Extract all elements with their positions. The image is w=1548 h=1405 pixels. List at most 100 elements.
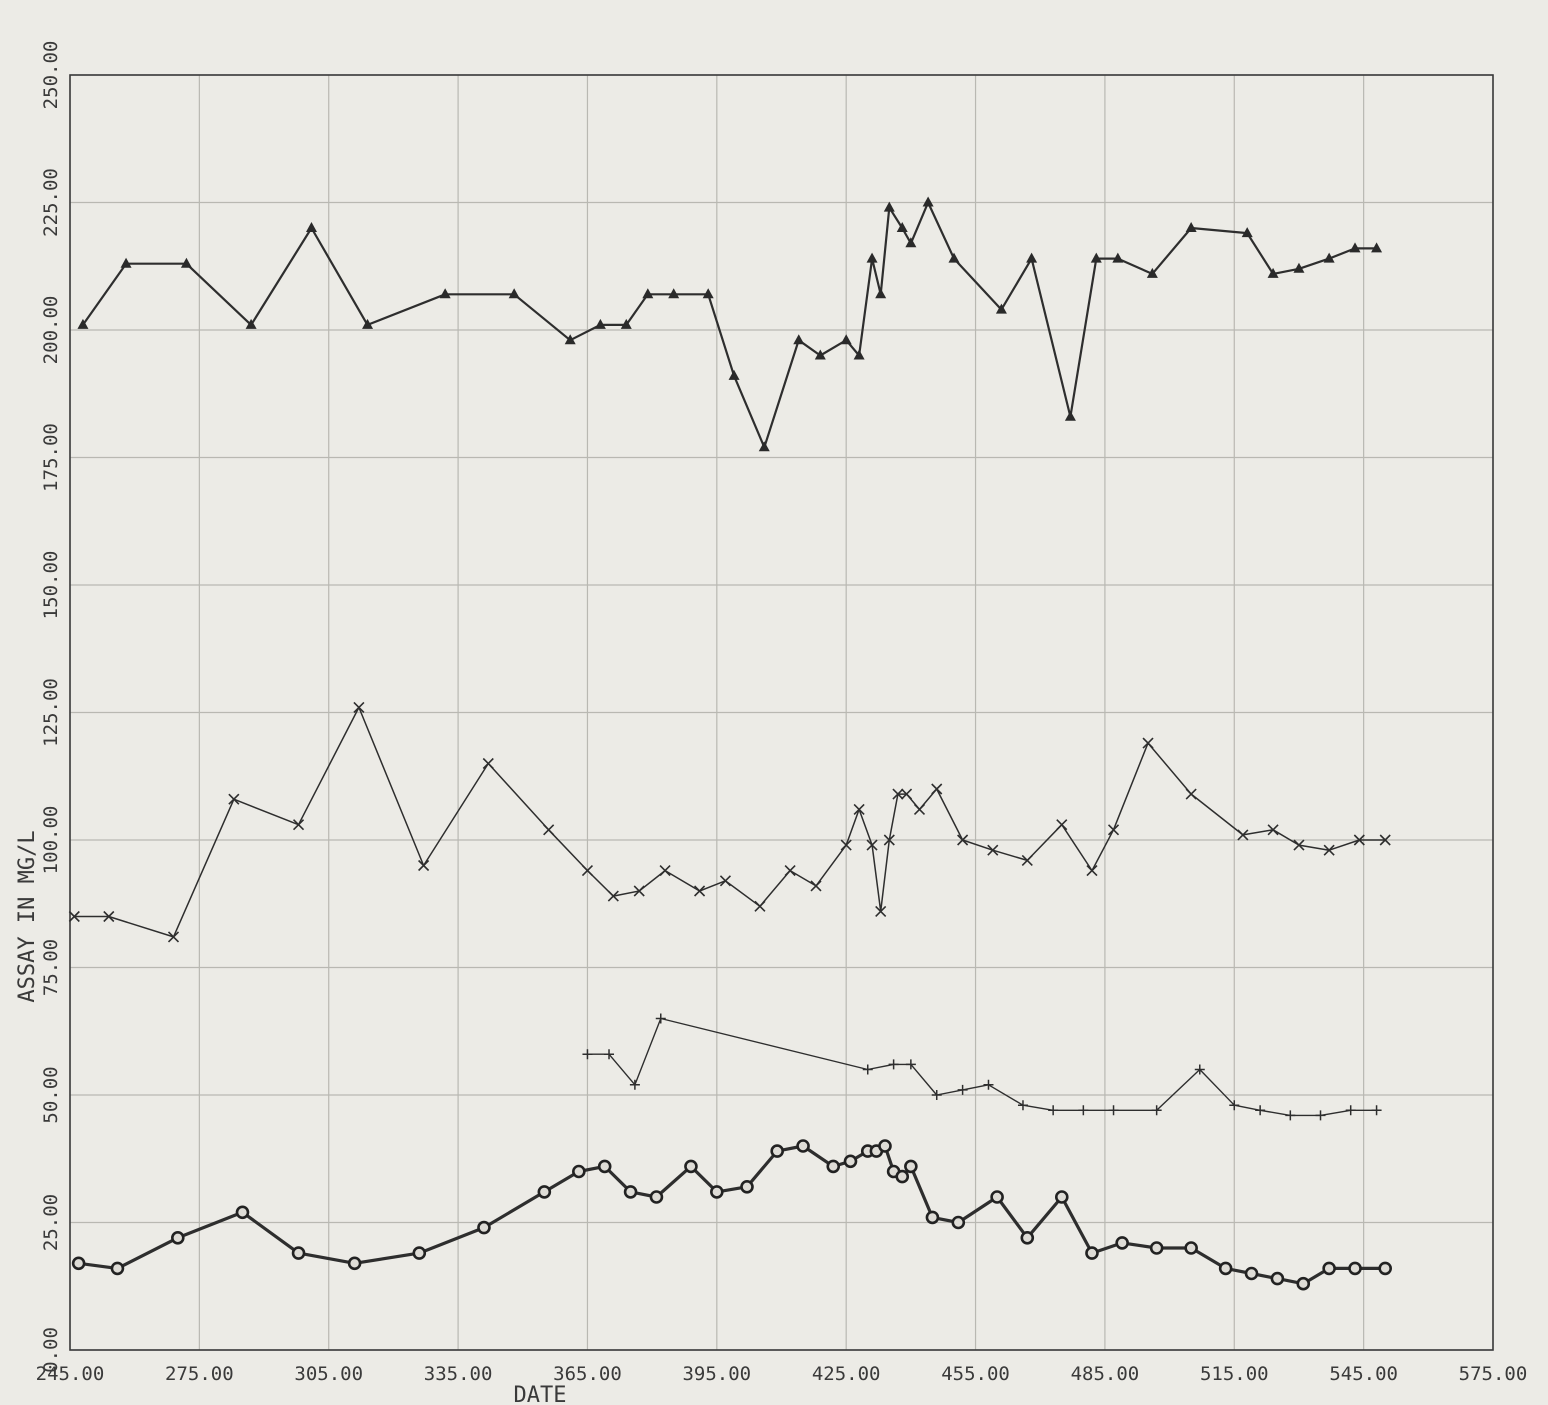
data-point-circle <box>1270 1271 1285 1286</box>
data-point-circle <box>171 1231 185 1245</box>
data-point-circle <box>412 1246 427 1260</box>
data-point-plus <box>1285 1110 1296 1121</box>
data-point-triangle <box>1371 242 1383 253</box>
data-point-circle <box>1378 1261 1392 1276</box>
data-point-x <box>1021 854 1033 866</box>
data-point-x <box>892 788 904 800</box>
data-point-triangle <box>995 303 1007 314</box>
x-tick-label: 395.00 <box>682 1363 751 1385</box>
data-point-plus <box>1048 1105 1059 1116</box>
x-tick-label: 425.00 <box>812 1363 881 1385</box>
data-point-circle <box>1296 1276 1311 1291</box>
data-point-x <box>784 865 796 877</box>
y-tick-label: 25.00 <box>40 1194 62 1251</box>
data-point-x <box>659 865 671 877</box>
data-point-triangle <box>180 257 192 268</box>
data-point-x <box>840 839 852 851</box>
data-point-triangle <box>245 318 257 329</box>
data-point-triangle <box>948 252 960 263</box>
data-point-x <box>913 803 926 815</box>
data-point-x <box>810 880 822 892</box>
data-point-triangle <box>866 252 878 263</box>
data-point-x <box>607 890 619 902</box>
y-tick-label: 175.00 <box>40 423 62 492</box>
x-tick-label: 455.00 <box>941 1363 1010 1385</box>
data-point-x <box>228 793 240 805</box>
data-point-triangle <box>1112 252 1124 263</box>
data-point-x <box>719 875 732 887</box>
data-point-triangle <box>853 349 865 360</box>
data-point-circle <box>1218 1261 1233 1276</box>
data-point-circle <box>1348 1261 1362 1276</box>
data-point-x <box>694 885 706 897</box>
plot-frame <box>69 74 1494 1351</box>
x-axis-title: DATE <box>514 1383 567 1405</box>
data-point-plus <box>1017 1100 1028 1111</box>
x-tick-label: 245.00 <box>36 1363 105 1385</box>
data-point-circle <box>1184 1241 1198 1255</box>
data-point-plus <box>1315 1110 1326 1121</box>
data-point-triangle <box>905 237 917 248</box>
data-point-circle <box>1085 1246 1099 1260</box>
data-point-plus <box>1078 1105 1089 1116</box>
data-point-triangle <box>840 334 852 345</box>
data-point-plus <box>931 1090 942 1100</box>
x-tick-label: 485.00 <box>1071 1363 1140 1385</box>
data-point-circle <box>770 1144 784 1158</box>
data-point-circle <box>110 1261 125 1276</box>
data-point-circle <box>623 1185 638 1199</box>
data-point-triangle <box>728 369 740 380</box>
data-point-triangle <box>1293 262 1305 273</box>
data-point-x <box>883 834 895 846</box>
data-point-triangle <box>702 288 714 299</box>
x-tick-label: 515.00 <box>1200 1363 1269 1385</box>
x-tick-label: 545.00 <box>1329 1363 1398 1385</box>
data-point-plus <box>1194 1064 1205 1075</box>
data-point-circle <box>990 1190 1004 1204</box>
data-point-triangle <box>793 334 805 345</box>
data-point-circle <box>235 1205 250 1220</box>
series-circle <box>71 1139 1392 1291</box>
data-point-x <box>1237 829 1249 841</box>
data-point-plus <box>1371 1105 1382 1116</box>
x-tick-label: 575.00 <box>1459 1363 1528 1385</box>
y-tick-label: 0.00 <box>40 1327 62 1373</box>
data-point-x <box>1379 834 1391 846</box>
data-point-circle <box>71 1256 86 1271</box>
data-point-triangle <box>875 288 887 299</box>
data-point-x <box>292 819 305 831</box>
data-point-plus <box>629 1079 640 1090</box>
data-point-circle <box>1054 1190 1069 1204</box>
data-point-x <box>866 839 878 851</box>
data-point-circle <box>1244 1266 1259 1281</box>
data-point-circle <box>895 1169 910 1184</box>
data-point-triangle <box>620 318 632 329</box>
data-point-triangle <box>564 334 576 345</box>
data-point-plus <box>604 1049 615 1060</box>
data-point-x <box>754 900 766 912</box>
y-tick-label: 250.00 <box>40 41 62 110</box>
data-point-x <box>987 844 999 856</box>
data-point-circle <box>951 1215 966 1230</box>
data-point-circle <box>1115 1236 1129 1250</box>
data-point-triangle <box>922 196 934 207</box>
data-point-circle <box>710 1185 724 1199</box>
data-point-x <box>482 757 494 770</box>
data-point-triangle <box>77 318 89 329</box>
data-point-triangle <box>1267 267 1279 278</box>
y-tick-label: 75.00 <box>40 939 62 996</box>
data-point-triangle <box>1090 252 1102 263</box>
x-tick-label: 275.00 <box>165 1363 234 1385</box>
series-triangle <box>77 196 1383 452</box>
data-point-circle <box>740 1180 754 1194</box>
y-tick-label: 50.00 <box>40 1066 62 1123</box>
y-tick-label: 225.00 <box>40 168 62 237</box>
data-point-triangle <box>1146 267 1158 278</box>
data-point-circle <box>1020 1231 1035 1245</box>
x-tick-labels: 245.00 275.00 305.00 335.00 365.00 395.00 425.… <box>36 1363 1528 1385</box>
data-point-x <box>543 824 555 836</box>
data-point-circle <box>597 1159 612 1174</box>
data-point-plus <box>862 1064 873 1075</box>
data-point-circle <box>684 1159 698 1174</box>
data-point-x <box>167 931 180 943</box>
